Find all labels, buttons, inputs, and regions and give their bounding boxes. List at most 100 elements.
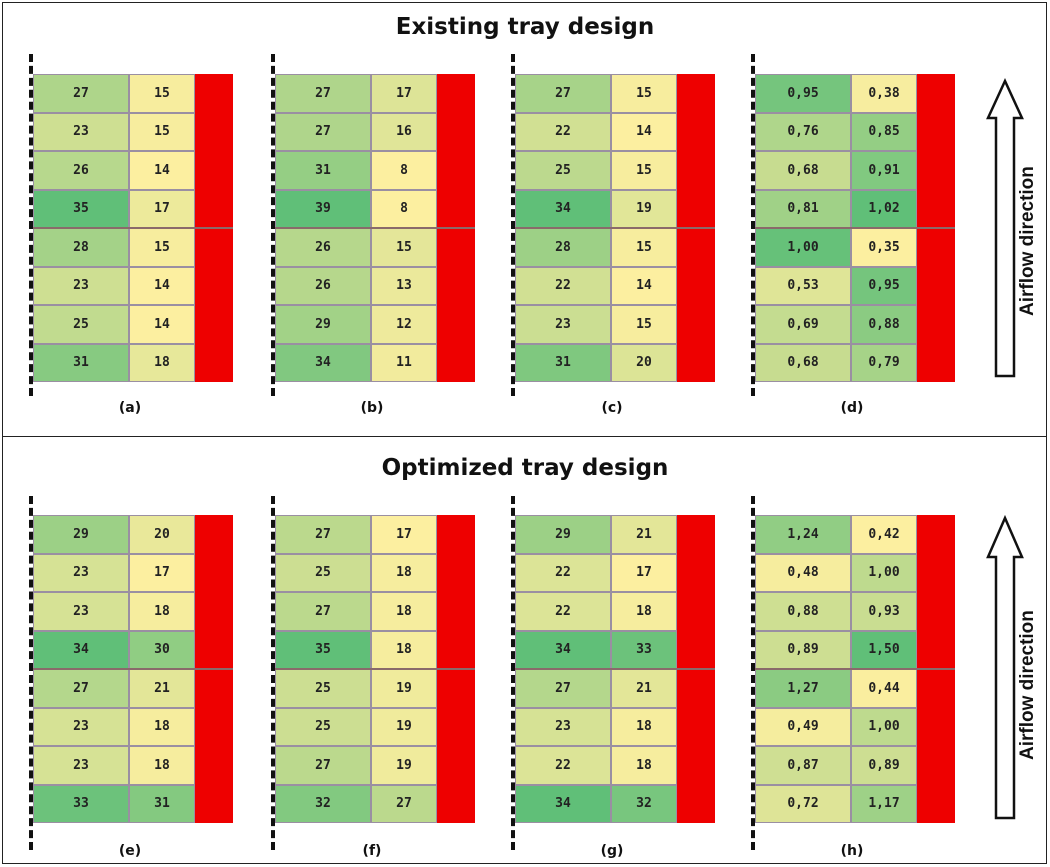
grid-cell-right: 8 (371, 151, 437, 190)
tray-separator (755, 668, 955, 670)
grid-cell-left: 28 (515, 228, 611, 267)
grid-cell-right: 1,00 (851, 553, 917, 592)
grid-cell-left: 31 (33, 343, 129, 382)
grid-cell-left: 39 (275, 189, 371, 228)
tray-wall-dashed-line (271, 496, 275, 850)
grid-cell-left: 29 (33, 515, 129, 554)
grid-cell-right: 18 (371, 553, 437, 592)
grid-cell-left: 34 (33, 630, 129, 669)
grid-cell-left: 27 (275, 592, 371, 631)
tray-separator (515, 668, 715, 670)
grid-cell-left: 26 (33, 151, 129, 190)
grid-cell-right: 8 (371, 189, 437, 228)
grid-cell-right: 14 (611, 266, 677, 305)
grid-cell-right: 0,95 (851, 266, 917, 305)
grid-cell-right: 18 (611, 746, 677, 785)
panel-label: (g) (600, 843, 624, 859)
airflow-arrow-bottom (986, 514, 1026, 826)
grid-cell-left: 23 (33, 266, 129, 305)
grid-cell-left: 25 (275, 553, 371, 592)
grid-cell-left: 25 (275, 707, 371, 746)
grid-cell-left: 23 (515, 305, 611, 344)
grid-cell-left: 0,81 (755, 189, 851, 228)
airflow-label-bottom: Airflow direction (1017, 610, 1038, 760)
grid-cell-left: 22 (515, 592, 611, 631)
tray-wall-dashed-line (511, 496, 515, 850)
grid-cell-left: 27 (275, 515, 371, 554)
grid-cell-right: 18 (371, 592, 437, 631)
grid-cell-right: 11 (371, 343, 437, 382)
grid-cell-left: 23 (33, 746, 129, 785)
grid-cell-right: 31 (129, 784, 195, 823)
airflow-arrow-top (986, 78, 1026, 383)
grid-cell-left: 22 (515, 266, 611, 305)
grid-cell-right: 15 (611, 151, 677, 190)
grid-cell-right: 0,88 (851, 305, 917, 344)
grid-cell-left: 0,68 (755, 151, 851, 190)
grid-cell-left: 0,48 (755, 553, 851, 592)
grid-cell-right: 1,50 (851, 630, 917, 669)
grid-cell-left: 0,49 (755, 707, 851, 746)
grid-cell-left: 1,27 (755, 669, 851, 708)
grid-cell-left: 0,89 (755, 630, 851, 669)
grid-cell-right: 20 (129, 515, 195, 554)
grid-cell-right: 20 (611, 343, 677, 382)
grid-cell-right: 12 (371, 305, 437, 344)
grid-cell-right: 21 (129, 669, 195, 708)
panel-label: (d) (840, 400, 864, 416)
grid-cell-right: 19 (371, 669, 437, 708)
grid-cell-right: 30 (129, 630, 195, 669)
grid-cell-left: 1,00 (755, 228, 851, 267)
grid-cell-right: 19 (371, 746, 437, 785)
optimized-section-title: Optimized tray design (381, 455, 669, 481)
grid-cell-right: 15 (371, 228, 437, 267)
tray-separator (33, 227, 233, 229)
grid-cell-right: 21 (611, 515, 677, 554)
grid-cell-right: 0,38 (851, 74, 917, 113)
grid-cell-left: 26 (275, 228, 371, 267)
grid-cell-right: 19 (611, 189, 677, 228)
grid-cell-right: 0,91 (851, 151, 917, 190)
grid-cell-right: 0,85 (851, 112, 917, 151)
tray-wall-dashed-line (751, 54, 755, 396)
panel-label: (a) (118, 400, 142, 416)
grid-cell-left: 23 (515, 707, 611, 746)
grid-cell-left: 32 (275, 784, 371, 823)
grid-cell-left: 0,69 (755, 305, 851, 344)
tray-separator (755, 227, 955, 229)
grid-cell-right: 14 (129, 266, 195, 305)
grid-cell-right: 33 (611, 630, 677, 669)
grid-cell-left: 0,87 (755, 746, 851, 785)
up-arrow-icon (986, 514, 1024, 820)
grid-cell-right: 15 (611, 305, 677, 344)
grid-cell-right: 18 (129, 707, 195, 746)
grid-cell-right: 0,35 (851, 228, 917, 267)
grid-cell-left: 27 (515, 74, 611, 113)
grid-cell-left: 34 (515, 189, 611, 228)
grid-cell-left: 35 (275, 630, 371, 669)
grid-cell-left: 31 (275, 151, 371, 190)
tray-separator (275, 227, 475, 229)
grid-cell-left: 25 (33, 305, 129, 344)
tray-wall-dashed-line (751, 496, 755, 850)
grid-cell-left: 34 (515, 784, 611, 823)
grid-cell-right: 19 (371, 707, 437, 746)
tray-wall-dashed-line (511, 54, 515, 396)
grid-cell-left: 0,72 (755, 784, 851, 823)
grid-cell-right: 21 (611, 669, 677, 708)
grid-cell-right: 14 (129, 305, 195, 344)
grid-cell-left: 28 (33, 228, 129, 267)
panel-label: (h) (840, 843, 864, 859)
grid-cell-right: 0,79 (851, 343, 917, 382)
up-arrow-icon (986, 78, 1024, 378)
tray-wall-dashed-line (271, 54, 275, 396)
grid-cell-right: 32 (611, 784, 677, 823)
grid-cell-left: 22 (515, 746, 611, 785)
grid-cell-left: 33 (33, 784, 129, 823)
airflow-label-top: Airflow direction (1017, 166, 1038, 316)
grid-cell-right: 1,00 (851, 707, 917, 746)
grid-cell-right: 18 (371, 630, 437, 669)
grid-cell-left: 22 (515, 112, 611, 151)
grid-cell-right: 17 (129, 553, 195, 592)
grid-cell-right: 17 (611, 553, 677, 592)
